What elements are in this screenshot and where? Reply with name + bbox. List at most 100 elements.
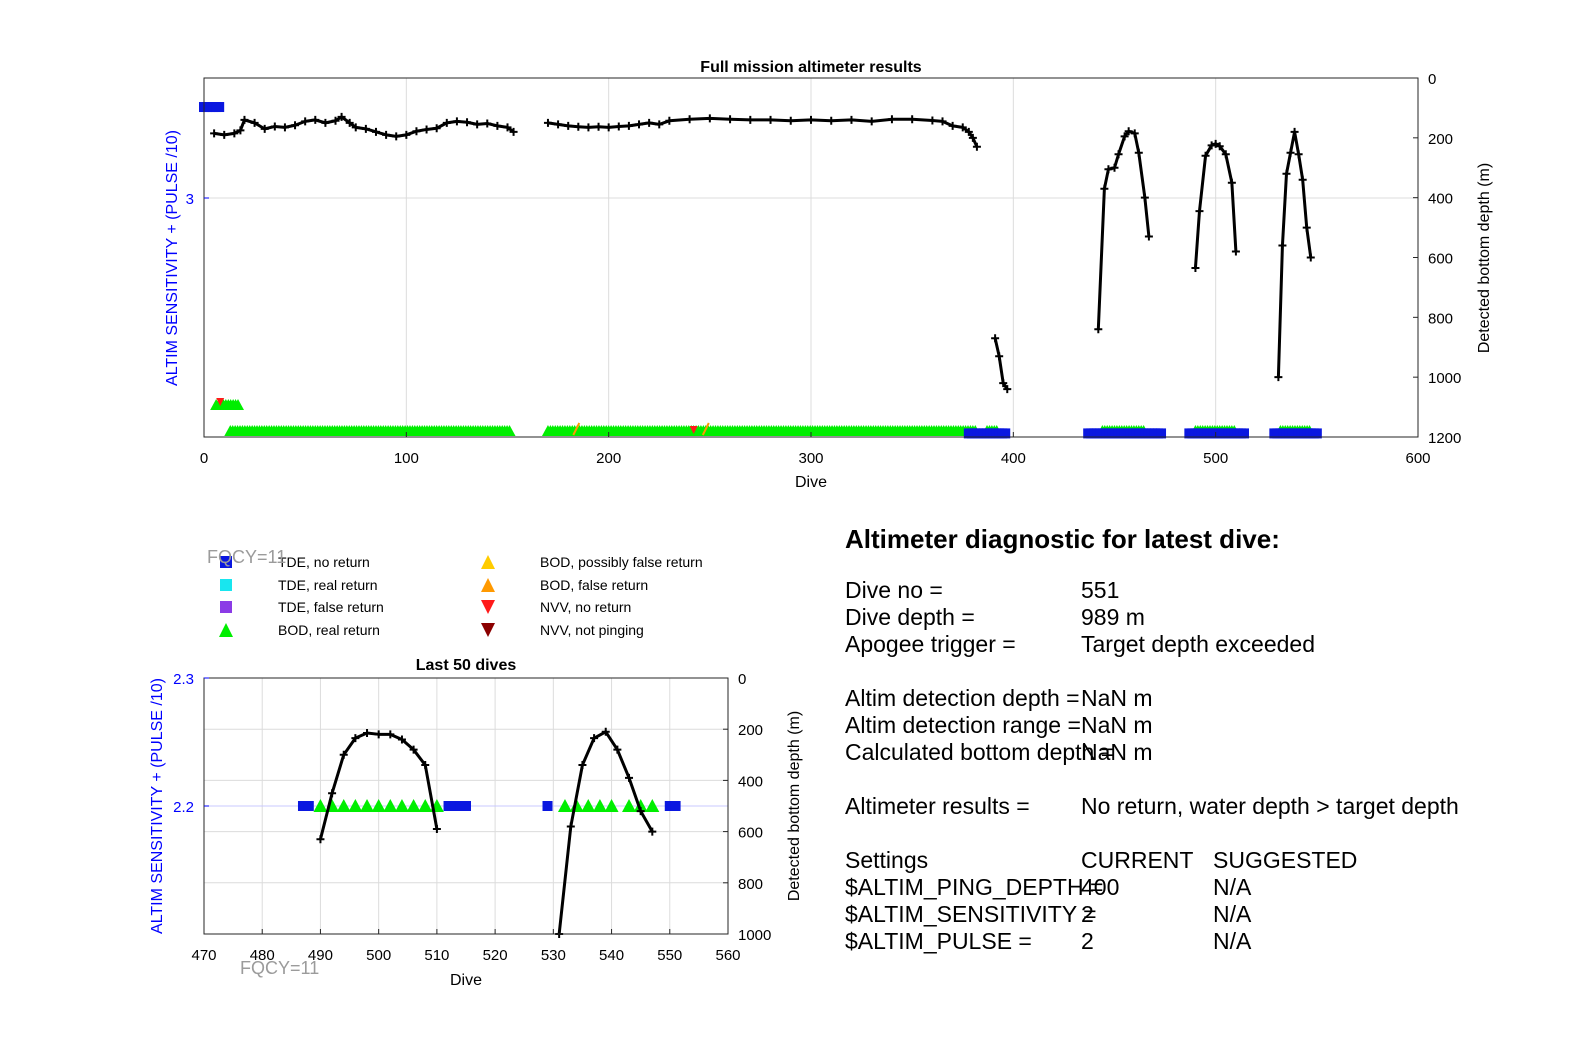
tde-no-return-marker bbox=[303, 801, 314, 811]
depth-point bbox=[412, 127, 421, 136]
depth-point bbox=[260, 124, 269, 133]
nvv-no-return-marker bbox=[216, 398, 225, 406]
tde-no-return-marker bbox=[443, 801, 454, 811]
nvv-no-return-marker bbox=[689, 426, 698, 434]
depth-point bbox=[351, 123, 360, 132]
depth-point bbox=[339, 750, 348, 759]
depth-point bbox=[371, 127, 380, 136]
depth-point bbox=[645, 118, 654, 127]
depth-point bbox=[594, 122, 603, 131]
depth-point bbox=[972, 142, 981, 151]
bod-real-return-marker bbox=[592, 799, 607, 812]
depth-point bbox=[1144, 232, 1153, 241]
depth-point bbox=[397, 735, 406, 744]
depth-point bbox=[1191, 263, 1200, 272]
dive-no-label: Dive no = bbox=[845, 577, 943, 603]
sensitivity-current: 2 bbox=[1081, 901, 1094, 927]
depth-point bbox=[345, 118, 354, 127]
legend-label: TDE, false return bbox=[278, 599, 384, 615]
legend-label: BOD, possibly false return bbox=[540, 554, 703, 570]
last-50-ylabel: ALTIM SENSITIVITY + (PULSE /10) bbox=[149, 678, 166, 934]
x-tick-label: 510 bbox=[424, 947, 449, 964]
depth-point bbox=[1003, 385, 1012, 394]
ping-depth-current: 400 bbox=[1081, 874, 1120, 900]
tde-no-return-marker bbox=[461, 801, 471, 811]
depth-point bbox=[827, 116, 836, 125]
legend: TDE, no return TDE, real return TDE, fal… bbox=[200, 548, 760, 648]
depth-point bbox=[316, 835, 325, 844]
depth-point bbox=[240, 115, 249, 124]
depth-point bbox=[374, 730, 383, 739]
depth-point bbox=[648, 827, 657, 836]
bod-real-return-marker bbox=[231, 399, 244, 410]
settings-suggested-header: SUGGESTED bbox=[1213, 847, 1358, 873]
depth-point bbox=[590, 734, 599, 743]
depth-point bbox=[726, 115, 735, 124]
y2-tick-label: 0 bbox=[738, 671, 746, 688]
depth-point bbox=[566, 822, 575, 831]
depth-point bbox=[452, 117, 461, 126]
last-50-xlabel: Dive bbox=[450, 972, 482, 989]
tde-no-return-marker bbox=[1000, 428, 1011, 439]
depth-point bbox=[578, 761, 587, 770]
pulse-suggested: N/A bbox=[1213, 928, 1252, 954]
y-tick-label: 2.3 bbox=[173, 671, 194, 688]
depth-point bbox=[1195, 207, 1204, 216]
diagnostic-panel: Altimeter diagnostic for latest dive: Di… bbox=[845, 524, 1545, 955]
depth-point bbox=[402, 130, 411, 139]
depth-point bbox=[1221, 150, 1230, 159]
bod-real-return-marker bbox=[394, 799, 409, 812]
depth-point bbox=[1100, 184, 1109, 193]
tde-no-return-marker bbox=[1156, 428, 1167, 439]
x-tick-label: 530 bbox=[541, 947, 566, 964]
tde-no-return-marker bbox=[214, 102, 225, 113]
depth-point bbox=[995, 352, 1004, 361]
legend-label: NVV, not pinging bbox=[540, 622, 644, 638]
depth-point bbox=[1211, 139, 1220, 148]
depth-point bbox=[280, 123, 289, 132]
depth-point bbox=[1278, 241, 1287, 250]
depth-point bbox=[1286, 148, 1295, 157]
x-tick-label: 500 bbox=[1203, 450, 1228, 467]
depth-point bbox=[386, 730, 395, 739]
depth-point bbox=[1104, 165, 1113, 174]
depth-point bbox=[746, 115, 755, 124]
depth-point bbox=[807, 115, 815, 124]
full-mission-bod-markers bbox=[210, 399, 1316, 436]
apogee-label: Apogee trigger = bbox=[845, 631, 1016, 657]
red-down-triangle-icon bbox=[481, 600, 495, 614]
depth-point bbox=[432, 825, 441, 834]
pulse-row: $ALTIM_PULSE = 2 N/A bbox=[845, 928, 1545, 955]
bod-real-return-marker bbox=[503, 425, 516, 436]
depth-point bbox=[509, 127, 518, 136]
x-tick-label: 0 bbox=[200, 450, 208, 467]
depth-point bbox=[421, 761, 430, 770]
apogee-value: Target depth exceeded bbox=[1081, 631, 1316, 657]
depth-point bbox=[867, 117, 876, 126]
depth-point bbox=[1120, 132, 1129, 141]
x-tick-label: 560 bbox=[715, 947, 740, 964]
x-tick-label: 470 bbox=[191, 947, 216, 964]
y2-tick-label: 0 bbox=[1428, 71, 1436, 88]
depth-point bbox=[1294, 150, 1303, 159]
sensitivity-row: $ALTIM_SENSITIVITY = 2 N/A bbox=[845, 901, 1545, 928]
depth-point bbox=[968, 133, 977, 142]
bottom-depth-label: Calculated bottom depth = bbox=[845, 739, 1115, 765]
depth-point bbox=[1231, 247, 1240, 256]
depth-point bbox=[301, 117, 310, 126]
depth-point bbox=[321, 118, 330, 127]
depth-point bbox=[442, 118, 451, 127]
depth-point bbox=[328, 789, 337, 798]
bod-real-return-marker bbox=[418, 799, 433, 812]
detection-range-value: NaN m bbox=[1081, 712, 1153, 738]
depth-point bbox=[1110, 163, 1119, 172]
depth-point bbox=[331, 116, 340, 125]
x-tick-label: 600 bbox=[1405, 450, 1430, 467]
depth-point bbox=[463, 118, 472, 127]
depth-line bbox=[993, 337, 1009, 390]
bod-real-return-marker bbox=[406, 799, 421, 812]
depth-point bbox=[422, 125, 431, 134]
ping-depth-row: $ALTIM_PING_DEPTH = 400 N/A bbox=[845, 874, 1545, 901]
y2-tick-label: 1000 bbox=[1428, 370, 1461, 387]
